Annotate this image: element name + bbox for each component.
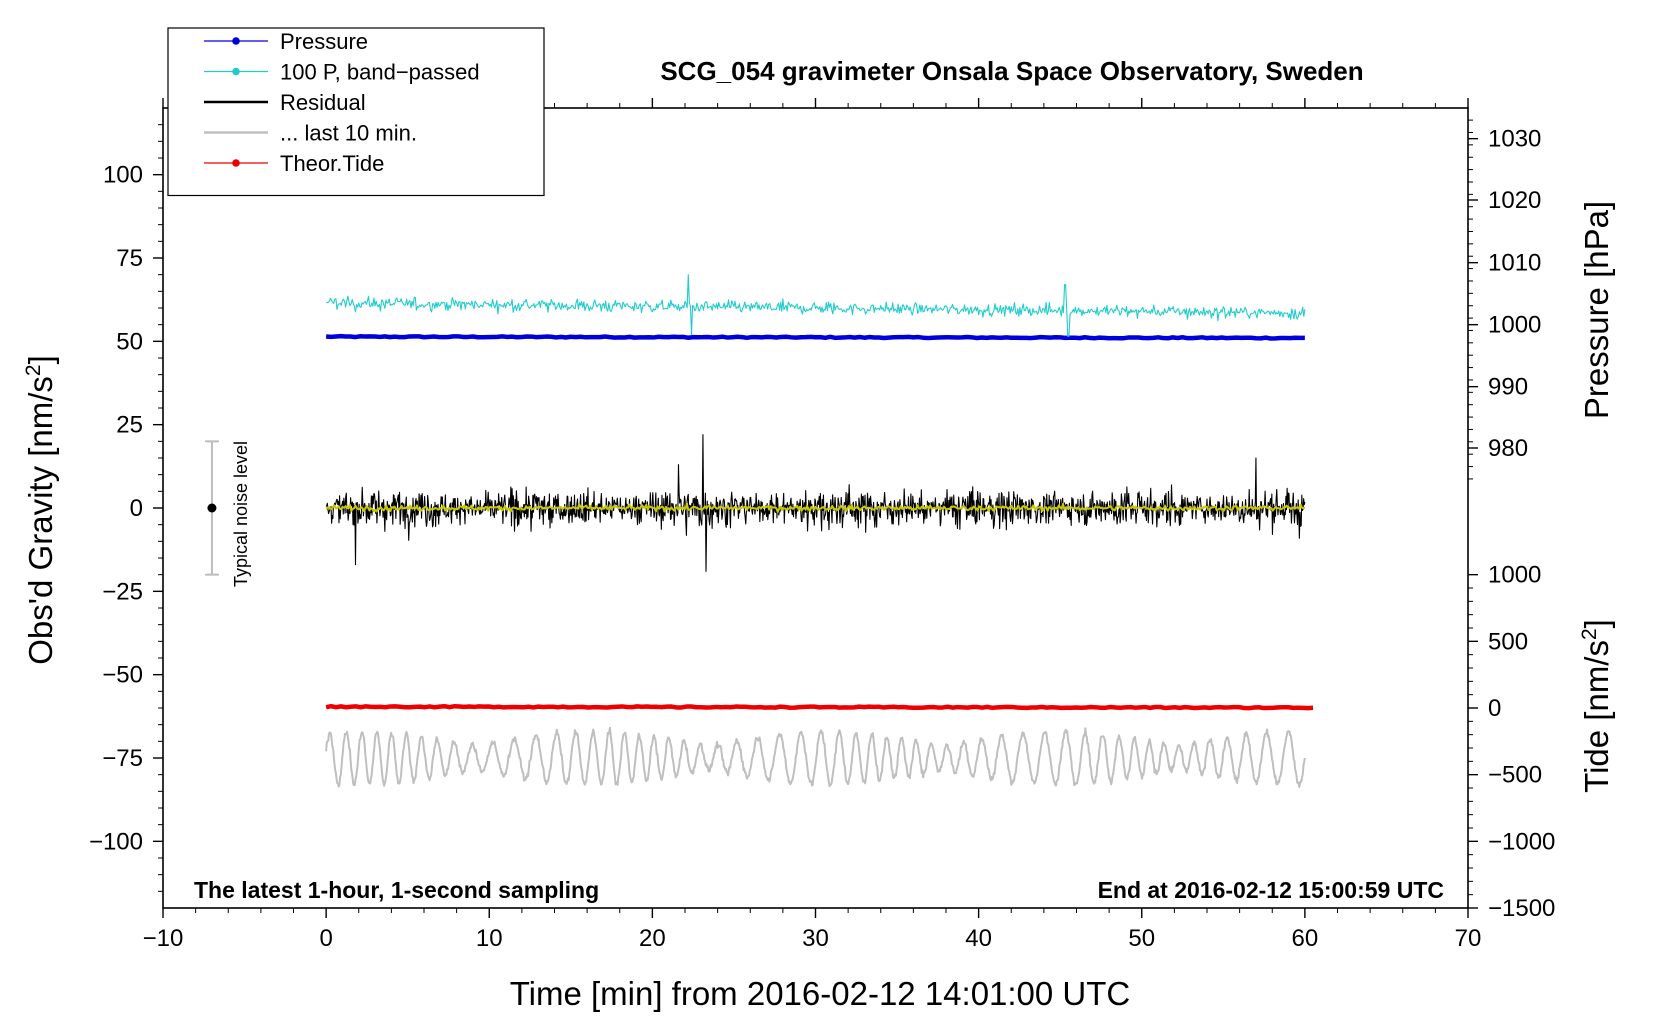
series-residual — [325, 434, 1306, 572]
series-last-10-min — [325, 726, 1306, 789]
y-tick-label-pressure: 980 — [1488, 435, 1528, 462]
x-axis-label: Time [min] from 2016-02-12 14:01:00 UTC — [510, 975, 1131, 1012]
x-tick-label: 10 — [476, 925, 503, 952]
y-tick-label-pressure: 990 — [1488, 374, 1528, 401]
x-tick-label: 60 — [1292, 925, 1319, 952]
legend-label: Residual — [280, 90, 366, 115]
series-pressure — [325, 333, 1305, 341]
y-tick-label-tide: −500 — [1488, 762, 1542, 789]
legend-box — [167, 27, 545, 197]
legend-marker — [232, 37, 240, 45]
y-tick-label-left: −25 — [102, 578, 143, 605]
y-tick-label-tide: 1000 — [1488, 562, 1541, 589]
legend-label: Theor.Tide — [280, 151, 384, 176]
text-layer: SCG_054 gravimeter Onsala Space Observat… — [22, 56, 1615, 1012]
x-tick-label: 70 — [1455, 925, 1482, 952]
y-tick-label-pressure: 1020 — [1488, 187, 1541, 214]
y-tick-label-tide: −1000 — [1488, 828, 1555, 855]
x-tick-label: 0 — [319, 925, 332, 952]
y-tick-label-pressure: 1000 — [1488, 312, 1541, 339]
y-axis-label-tide: Tide [nm/s2] — [1578, 619, 1615, 793]
y-tick-label-left: −100 — [89, 828, 143, 855]
y-tick-label-tide: 0 — [1488, 695, 1501, 722]
y-tick-label-left: 25 — [116, 412, 143, 439]
x-tick-label: 30 — [802, 925, 829, 952]
y-tick-label-tide: 500 — [1488, 628, 1528, 655]
legend-marker — [232, 159, 240, 167]
series-residual-smoothed — [325, 502, 1306, 513]
noise-level-label: Typical noise level — [231, 441, 251, 587]
sampling-note: The latest 1-hour, 1-second sampling — [194, 877, 599, 903]
y-tick-label-left: 100 — [103, 162, 143, 189]
series-layer — [204, 274, 1314, 789]
y-tick-label-left: 0 — [130, 495, 143, 522]
end-time-note: End at 2016-02-12 15:00:59 UTC — [1098, 877, 1444, 903]
y-tick-label-pressure: 1030 — [1488, 126, 1541, 153]
y-tick-label-left: −75 — [102, 745, 143, 772]
x-tick-label: 20 — [639, 925, 666, 952]
legend-marker — [232, 67, 240, 76]
x-tick-label: 50 — [1128, 925, 1155, 952]
series-100-p-band-passed — [325, 274, 1306, 337]
noise-level-dot — [207, 503, 217, 513]
chart-title: SCG_054 gravimeter Onsala Space Observat… — [660, 56, 1363, 86]
x-tick-label: 40 — [965, 925, 992, 952]
y-axis-label-pressure: Pressure [hPa] — [1578, 201, 1615, 419]
y-tick-label-left: 50 — [116, 328, 143, 355]
y-axis-label-left: Obs'd Gravity [nm/s2] — [22, 355, 59, 665]
legend-label: 100 P, band−passed — [280, 60, 480, 85]
x-tick-label: −10 — [143, 925, 184, 952]
legend-label: Pressure — [280, 29, 368, 54]
axes-layer: −10 0 10 20 30 40 50 60 701007550250−25−50−75−10… — [89, 98, 1555, 952]
y-tick-label-left: −50 — [102, 662, 143, 689]
y-tick-label-tide: −1500 — [1488, 895, 1555, 922]
y-tick-label-left: 75 — [116, 245, 143, 272]
y-tick-label-pressure: 1010 — [1488, 250, 1541, 277]
legend: Pressure 100 P, band−passed Residual ... la… — [167, 27, 545, 197]
legend-label: ... last 10 min. — [280, 121, 417, 146]
series-theor-tide — [325, 703, 1314, 711]
